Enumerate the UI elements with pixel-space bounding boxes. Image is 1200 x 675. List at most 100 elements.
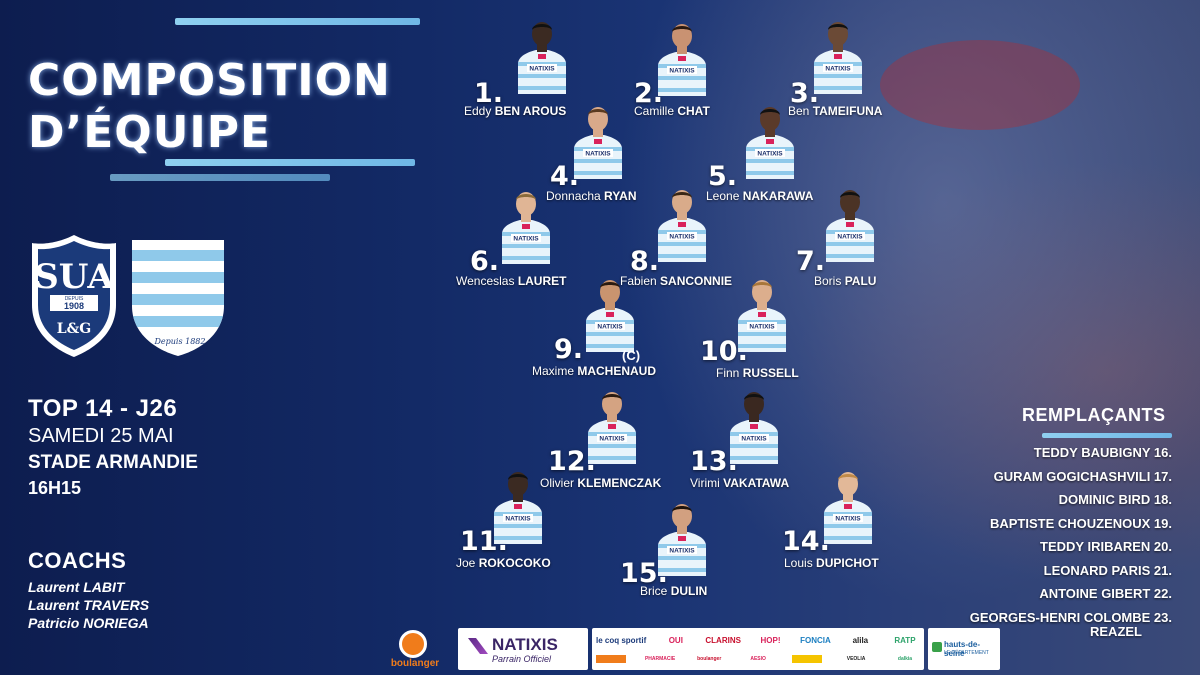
player-name: Wenceslas LAURET [456, 274, 566, 288]
player-card: NATIXIS 10. Finn RUSSELL [700, 278, 830, 388]
svg-text:NATIXIS: NATIXIS [749, 324, 775, 331]
captain-tag: (C) [622, 348, 641, 363]
player-last-name: RUSSELL [742, 366, 799, 380]
svg-text:NATIXIS: NATIXIS [757, 151, 783, 158]
hauts-de-seine-icon [932, 642, 942, 652]
title-stripe-top [175, 18, 420, 25]
player-first-name: Boris [814, 274, 845, 288]
player-first-name: Olivier [540, 476, 578, 490]
player-number: 10. [700, 336, 748, 367]
player-last-name: MACHENAUD [577, 364, 657, 378]
svg-text:NATIXIS: NATIXIS [669, 68, 695, 75]
player-last-name: PALU [844, 274, 877, 288]
title-line-1: COMPOSITION [28, 55, 391, 106]
player-card: NATIXIS 6. Wenceslas LAURET [456, 190, 586, 300]
coach-name: Laurent TRAVERS [28, 597, 150, 613]
match-info: TOP 14 - J26 SAMEDI 25 MAI STADE ARMANDI… [28, 395, 198, 499]
player-last-name: BEN AROUS [494, 104, 567, 118]
sponsor-logo: PHARMACIE [644, 656, 676, 662]
coach-name: Patricio NORIEGA [28, 615, 149, 631]
subs-section: REMPLAÇANTS [1022, 405, 1172, 438]
title-stripe-bottom-1 [165, 159, 415, 166]
player-number: 15. [620, 558, 668, 589]
sua-crest-logo: SUA DEPUIS 1908 L&G [32, 235, 116, 357]
player-card: NATIXIS 5. Leone NAKARAWA [706, 105, 838, 215]
sponsors-grid: le coq sportif OUI CLARINS HOP! FONCIA alila R… [592, 628, 924, 670]
player-number: 11. [460, 526, 508, 557]
player-last-name: DULIN [670, 584, 708, 598]
sponsor-logo: OUI [668, 635, 683, 645]
match-date: SAMEDI 25 MAI [28, 425, 174, 447]
boulanger-logo: boulanger [385, 630, 445, 672]
player-photo: NATIXIS [814, 22, 862, 94]
crest-since: DEPUIS [65, 296, 84, 302]
player-first-name: Finn [716, 366, 743, 380]
sponsor-logo: boulanger [697, 656, 722, 662]
player-first-name: Brice [640, 584, 671, 598]
crest-club: SUA [34, 257, 114, 297]
sub-player: TEDDY BAUBIGNY 16. [1033, 445, 1172, 460]
svg-text:NATIXIS: NATIXIS [837, 234, 863, 241]
player-number: 4. [550, 161, 580, 192]
player-name: Ben TAMEIFUNA [788, 104, 882, 118]
player-name: Fabien SANCONNIE [620, 274, 732, 288]
sub-player: ANTOINE GIBERT 22. [1039, 586, 1172, 601]
crest-year: 1908 [64, 301, 84, 311]
player-photo: NATIXIS [746, 107, 794, 179]
player-last-name: DUPICHOT [816, 556, 879, 570]
sub-player: BAPTISTE CHOUZENOUX 19. [989, 515, 1172, 531]
player-number: 3. [790, 78, 820, 109]
player-first-name: Ben [788, 104, 813, 118]
player-card: NATIXIS 2. Camille CHAT [634, 22, 764, 132]
player-first-name: Wenceslas [456, 274, 518, 288]
player-card: NATIXIS 13. Virimi VAKATAWA [690, 390, 820, 500]
sub-player: DOMINIC BIRD 18. [1058, 492, 1172, 507]
sponsor-logo: CLARINS [705, 635, 741, 645]
player-card: NATIXIS 4. Donnacha RYAN [546, 105, 678, 215]
sub-player-continued: REAZEL [1090, 623, 1142, 639]
player-name: Virimi VAKATAWA [690, 476, 789, 490]
player-card: NATIXIS 14. Louis DUPICHOT [782, 470, 912, 580]
player-card: NATIXIS 3. Ben TAMEIFUNA [788, 20, 920, 130]
background-sponsor-blur [880, 40, 1080, 130]
competition: TOP 14 - J26 [28, 395, 178, 422]
player-name: Louis DUPICHOT [784, 556, 879, 570]
player-name: Boris PALU [814, 274, 876, 288]
sponsor-logo: alila [852, 635, 869, 645]
player-last-name: CHAT [677, 104, 710, 118]
subs-heading: REMPLAÇANTS [1022, 405, 1166, 425]
player-last-name: LAURET [517, 274, 567, 288]
sponsor-logo: HOP! [760, 635, 781, 645]
sub-player: TEDDY IRIBAREN 20. [1040, 539, 1172, 554]
player-first-name: Louis [784, 556, 817, 570]
player-number: 8. [630, 246, 660, 277]
player-number: 1. [474, 78, 504, 109]
player-photo: NATIXIS [494, 472, 542, 544]
player-card: NATIXIS 9. Maxime MACHENAUD (C) [532, 278, 662, 388]
svg-text:NATIXIS: NATIXIS [513, 236, 539, 243]
svg-text:NATIXIS: NATIXIS [597, 324, 623, 331]
sponsor-logo: dalkia [897, 656, 913, 662]
player-card: NATIXIS 7. Boris PALU [796, 188, 926, 298]
sub-player: GURAM GOGICHASHVILI 17. [993, 468, 1172, 484]
player-name: Camille CHAT [634, 104, 710, 118]
player-photo: NATIXIS [658, 24, 706, 96]
svg-text:NATIXIS: NATIXIS [599, 436, 625, 443]
player-photo: NATIXIS [824, 472, 872, 544]
player-name: Brice DULIN [640, 584, 707, 598]
hauts-de-seine-sub-label: LE DÉPARTEMENT [944, 650, 989, 656]
svg-text:NATIXIS: NATIXIS [585, 151, 611, 158]
player-first-name: Virimi [690, 476, 724, 490]
player-last-name: NAKARAWA [742, 189, 814, 203]
coachs-section: COACHS Laurent LABIT Laurent TRAVERS Pat… [28, 548, 149, 632]
coach-name: Laurent LABIT [28, 579, 125, 595]
player-card: NATIXIS 1. Eddy BEN AROUS [464, 20, 600, 130]
player-name: Joe ROKOCOKO [456, 556, 551, 570]
player-name: Leone NAKARAWA [706, 189, 813, 203]
player-name: Maxime MACHENAUD [532, 364, 656, 378]
player-number: 2. [634, 78, 664, 109]
player-last-name: RYAN [604, 189, 637, 203]
kickoff-time: 16H15 [28, 478, 82, 498]
sponsor-logo [792, 655, 823, 663]
player-photo: NATIXIS [518, 22, 566, 94]
